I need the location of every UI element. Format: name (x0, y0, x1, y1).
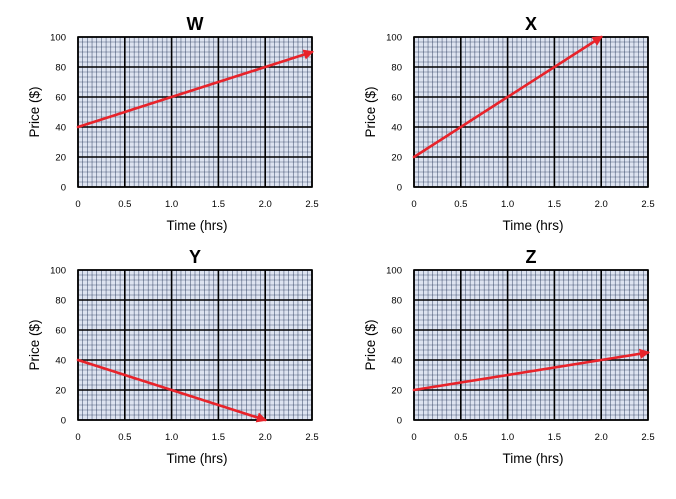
x-tick-label: 0.5 (454, 432, 467, 443)
y-axis-label: Price ($) (27, 319, 42, 370)
x-tick-label: 0 (75, 432, 80, 443)
y-tick-label: 60 (391, 326, 402, 337)
y-tick-label: 20 (55, 153, 66, 164)
y-tick-label: 100 (50, 33, 66, 44)
x-tick-label: 1.0 (165, 199, 178, 210)
y-tick-label: 80 (55, 296, 66, 307)
y-tick-label: 20 (391, 153, 402, 164)
x-tick-label: 1.5 (212, 199, 225, 210)
y-tick-label: 40 (391, 123, 402, 134)
y-tick-label: 100 (386, 33, 402, 44)
x-tick-label: 1.5 (548, 199, 561, 210)
y-tick-label: 60 (55, 93, 66, 104)
chart-panel-w: 0 0.5 1.0 1.5 2.0 2.5 0 20 40 60 80 100 W Time (hrs) P… (27, 14, 319, 233)
x-tick-label: 2.0 (259, 432, 272, 443)
x-tick-label: 0.5 (118, 199, 131, 210)
y-tick-label: 80 (55, 63, 66, 74)
y-tick-label: 80 (391, 296, 402, 307)
x-tick-label: 0 (411, 432, 416, 443)
x-tick-label: 1.0 (165, 432, 178, 443)
series-line (76, 358, 268, 423)
x-tick-label: 0 (75, 199, 80, 210)
series-line (412, 348, 651, 392)
chart-title: W (187, 14, 204, 34)
x-tick-label: 1.5 (212, 432, 225, 443)
y-tick-label: 100 (50, 266, 66, 277)
y-tick-label: 40 (55, 123, 66, 134)
chart-panel-z: 0 0.5 1.0 1.5 2.0 2.5 0 20 40 60 80 100 Z Time (hrs) P… (363, 247, 655, 466)
x-tick-label: 2.0 (259, 199, 272, 210)
chart-panel-y: 0 0.5 1.0 1.5 2.0 2.5 0 20 40 60 80 100 Y Time (hrs) P… (27, 247, 319, 466)
series-line (412, 35, 603, 159)
y-axis-label: Price ($) (27, 86, 42, 137)
x-tick-label: 2.0 (595, 199, 608, 210)
y-tick-label: 0 (397, 183, 402, 194)
chart-title: Z (526, 247, 537, 267)
chart-title: X (525, 14, 537, 34)
x-axis-label: Time (hrs) (503, 451, 564, 466)
plot-frame (413, 36, 649, 188)
series-line (76, 49, 314, 129)
y-tick-label: 80 (391, 63, 402, 74)
y-tick-label: 100 (386, 266, 402, 277)
x-tick-label: 0 (411, 199, 416, 210)
y-tick-label: 0 (397, 416, 402, 427)
plot-frame (413, 269, 649, 421)
y-axis-label: Price ($) (363, 319, 378, 370)
x-tick-label: 1.5 (548, 432, 561, 443)
y-tick-label: 20 (55, 386, 66, 397)
x-axis-label: Time (hrs) (167, 451, 228, 466)
y-tick-label: 20 (391, 386, 402, 397)
y-axis-label: Price ($) (363, 86, 378, 137)
x-tick-label: 1.0 (501, 432, 514, 443)
x-tick-label: 0.5 (454, 199, 467, 210)
y-tick-label: 60 (391, 93, 402, 104)
x-tick-label: 2.0 (595, 432, 608, 443)
y-tick-label: 0 (61, 416, 66, 427)
x-tick-label: 2.5 (641, 199, 654, 210)
y-tick-label: 40 (391, 356, 402, 367)
x-axis-label: Time (hrs) (503, 218, 564, 233)
x-tick-label: 2.5 (641, 432, 654, 443)
y-tick-label: 60 (55, 326, 66, 337)
y-tick-label: 0 (61, 183, 66, 194)
chart-panel-x: 0 0.5 1.0 1.5 2.0 2.5 0 20 40 60 80 100 X Time (hrs) P… (363, 14, 655, 233)
x-axis-label: Time (hrs) (167, 218, 228, 233)
plot-frame (77, 36, 313, 188)
x-tick-label: 2.5 (305, 199, 318, 210)
y-tick-label: 40 (55, 356, 66, 367)
x-tick-label: 2.5 (305, 432, 318, 443)
x-tick-label: 0.5 (118, 432, 131, 443)
plot-frame (77, 269, 313, 421)
x-tick-label: 1.0 (501, 199, 514, 210)
chart-title: Y (189, 247, 201, 267)
